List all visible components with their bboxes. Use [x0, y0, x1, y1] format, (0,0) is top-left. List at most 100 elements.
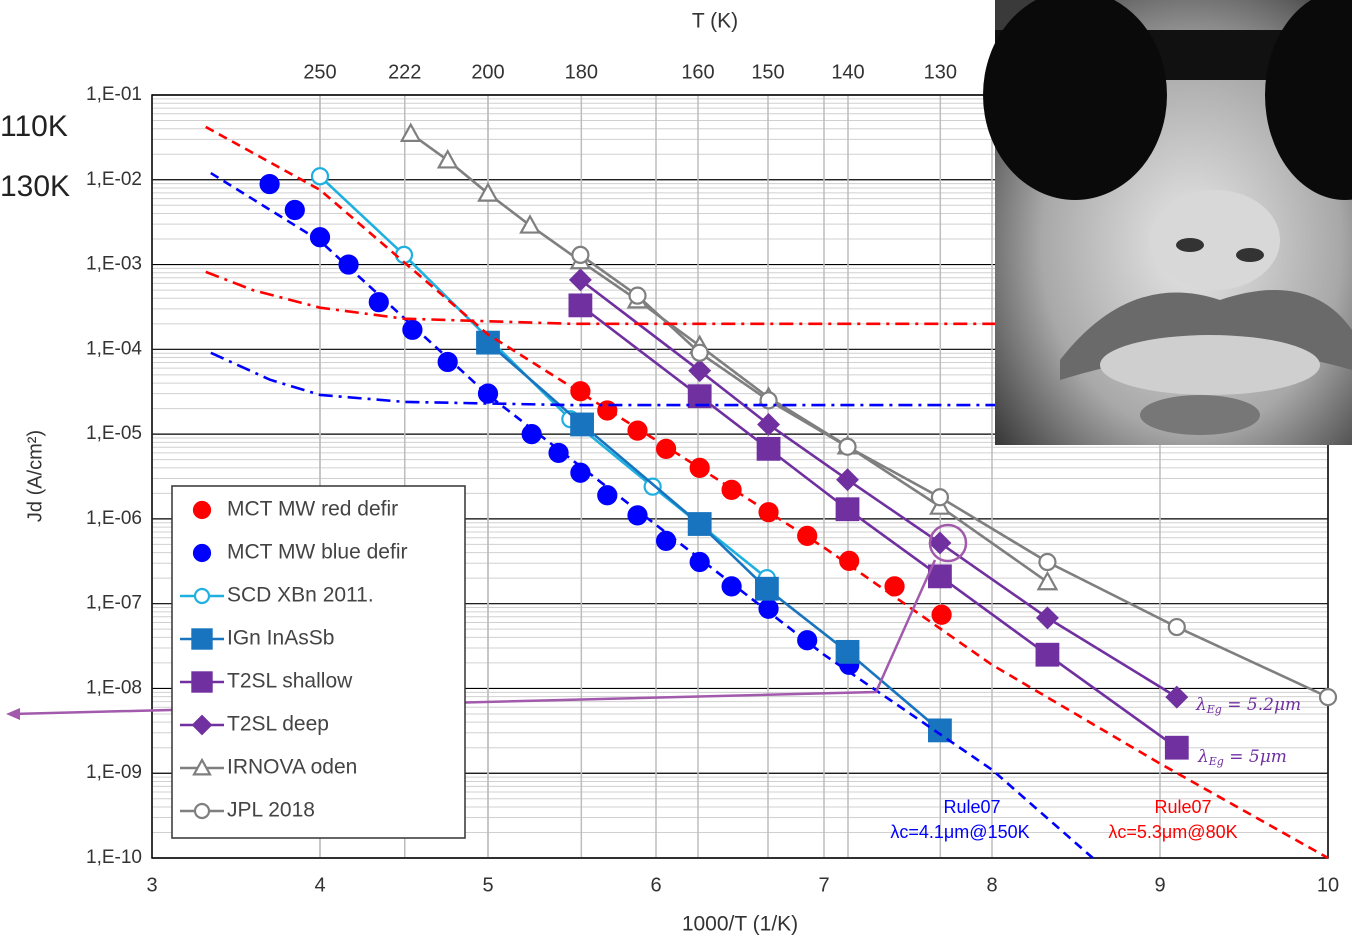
marker — [687, 512, 712, 536]
marker — [836, 468, 859, 492]
marker — [758, 598, 779, 619]
y-tick-label: 1,E-06 — [86, 508, 142, 529]
marker — [191, 671, 213, 693]
marker — [1036, 570, 1059, 591]
legend: MCT MW red defir MCT MW blue defir SCD XBn… — [171, 485, 466, 839]
marker — [884, 576, 905, 597]
symbol: λ — [1197, 747, 1209, 767]
series-line — [205, 270, 1328, 326]
y-tick-label: 1,E-08 — [86, 677, 142, 698]
marker — [1035, 642, 1060, 667]
x2-tick-label: 130 — [924, 61, 957, 83]
series-line — [210, 351, 1328, 407]
x2-axis-title: T (K) — [692, 10, 738, 33]
marker — [568, 293, 593, 318]
symbol: λ — [1195, 695, 1207, 715]
y-tick-label: 1,E-10 — [86, 847, 142, 868]
marker — [437, 351, 458, 373]
marker — [571, 245, 590, 264]
marker — [1165, 685, 1189, 709]
marker — [570, 412, 594, 437]
marker — [643, 477, 662, 496]
annotation: λc=4.1μm@150K — [890, 822, 1029, 842]
marker — [1035, 606, 1059, 630]
marker — [756, 436, 781, 461]
x-tick-label: 3 — [146, 874, 157, 896]
marker — [757, 412, 781, 436]
marker — [259, 173, 280, 195]
annotation: 110K — [0, 110, 68, 143]
y-tick-label: 1,E-04 — [86, 338, 142, 359]
marker — [399, 122, 422, 142]
value-text: = 5μm — [1224, 747, 1287, 767]
wavelength-label: λEg = 5μm — [1197, 747, 1287, 769]
annotation: λc=5.3μm@80K — [1108, 822, 1237, 842]
subscript: Eg — [1208, 755, 1224, 768]
marker — [1164, 735, 1189, 760]
y-tick-label: 1,E-01 — [86, 84, 142, 105]
marker — [193, 587, 211, 605]
marker — [436, 148, 459, 169]
x2-tick-label: 250 — [303, 61, 336, 83]
marker — [191, 628, 213, 650]
x-tick-label: 10 — [1317, 874, 1339, 896]
x-tick-label: 7 — [818, 874, 829, 896]
marker — [928, 531, 952, 555]
marker — [838, 437, 857, 456]
y-tick-label: 1,E-03 — [86, 254, 142, 275]
series-line — [205, 125, 1329, 860]
annotation: Rule07 — [943, 797, 1000, 817]
y-tick-label: 1,E-09 — [86, 762, 142, 783]
marker — [1038, 552, 1057, 572]
marker — [548, 442, 569, 464]
series-line — [210, 171, 1094, 859]
x-tick-label: 9 — [1154, 874, 1165, 896]
marker — [689, 551, 710, 573]
marker — [310, 167, 330, 186]
marker — [839, 550, 860, 571]
legend-label: T2SL shallow — [227, 670, 353, 693]
y-tick-label: 1,E-05 — [86, 423, 142, 444]
series-line — [487, 341, 941, 732]
marker — [690, 343, 709, 362]
marker — [688, 359, 712, 383]
marker — [402, 319, 423, 340]
y-tick-label: 1,E-07 — [86, 593, 142, 614]
legend-label: IRNOVA oden — [227, 756, 357, 779]
marker — [627, 505, 648, 526]
plot-frame — [151, 94, 1329, 859]
plot — [205, 122, 1338, 860]
marker — [284, 199, 305, 221]
legend-box — [171, 485, 466, 839]
marker — [1318, 688, 1338, 707]
x-tick-label: 8 — [986, 874, 997, 896]
marker — [655, 530, 677, 552]
legend-label: T2SL deep — [227, 713, 329, 736]
annotation: Rule07 — [1154, 797, 1211, 817]
callout-circle — [928, 523, 968, 563]
marker — [931, 604, 952, 625]
x-axis-title: 1000/T (1/K) — [682, 913, 798, 936]
x-tick-label: 4 — [314, 874, 325, 896]
marker — [309, 227, 331, 248]
marker — [192, 757, 212, 776]
x2-tick-label: 222 — [388, 61, 421, 83]
legend-label: MCT MW red defir — [227, 498, 398, 521]
marker — [928, 718, 952, 743]
legend-label: IGn InAsSb — [227, 627, 334, 650]
marker — [192, 500, 212, 520]
value-text: = 5.2μm — [1222, 695, 1301, 715]
marker — [758, 502, 779, 523]
subscript: Eg — [1206, 703, 1222, 716]
x2-tick-label: 150 — [751, 61, 784, 83]
marker — [338, 254, 359, 275]
marker — [191, 714, 213, 736]
marker — [928, 564, 952, 589]
arrow-head — [6, 708, 20, 720]
wavelength-label: λEg = 5.2μm — [1195, 695, 1301, 717]
x2-tick-label: 140 — [831, 61, 864, 83]
marker — [477, 182, 499, 202]
marker — [568, 268, 592, 292]
